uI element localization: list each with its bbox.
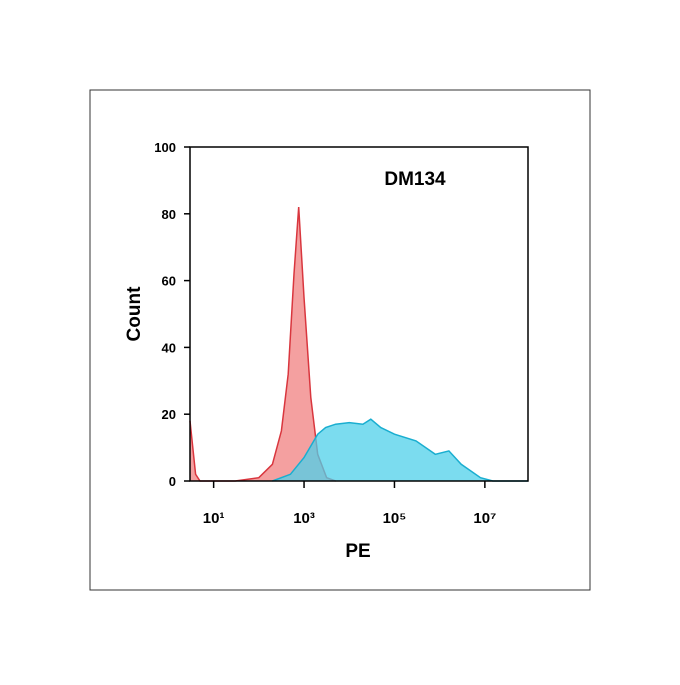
y-tick-label: 100 <box>154 140 176 155</box>
x-tick-label: 10⁷ <box>473 510 496 527</box>
y-tick-label: 60 <box>162 274 176 289</box>
y-tick-label: 0 <box>169 474 176 489</box>
y-axis-label: Count <box>124 286 145 342</box>
axes <box>189 146 529 482</box>
histogram-area <box>272 419 528 481</box>
y-tick-label: 80 <box>162 207 176 222</box>
histogram-line <box>272 418 528 482</box>
x-tick-label: 10¹ <box>203 510 225 527</box>
chart-title: DM134 <box>384 169 446 190</box>
x-tick-label: 10⁵ <box>383 510 407 527</box>
frame <box>89 89 591 591</box>
x-axis-label: PE <box>345 541 370 562</box>
y-tick-label: 40 <box>162 340 176 355</box>
y-tick-label: 20 <box>162 407 176 422</box>
x-tick-label: 10³ <box>293 510 315 527</box>
histogram-area <box>190 207 336 481</box>
